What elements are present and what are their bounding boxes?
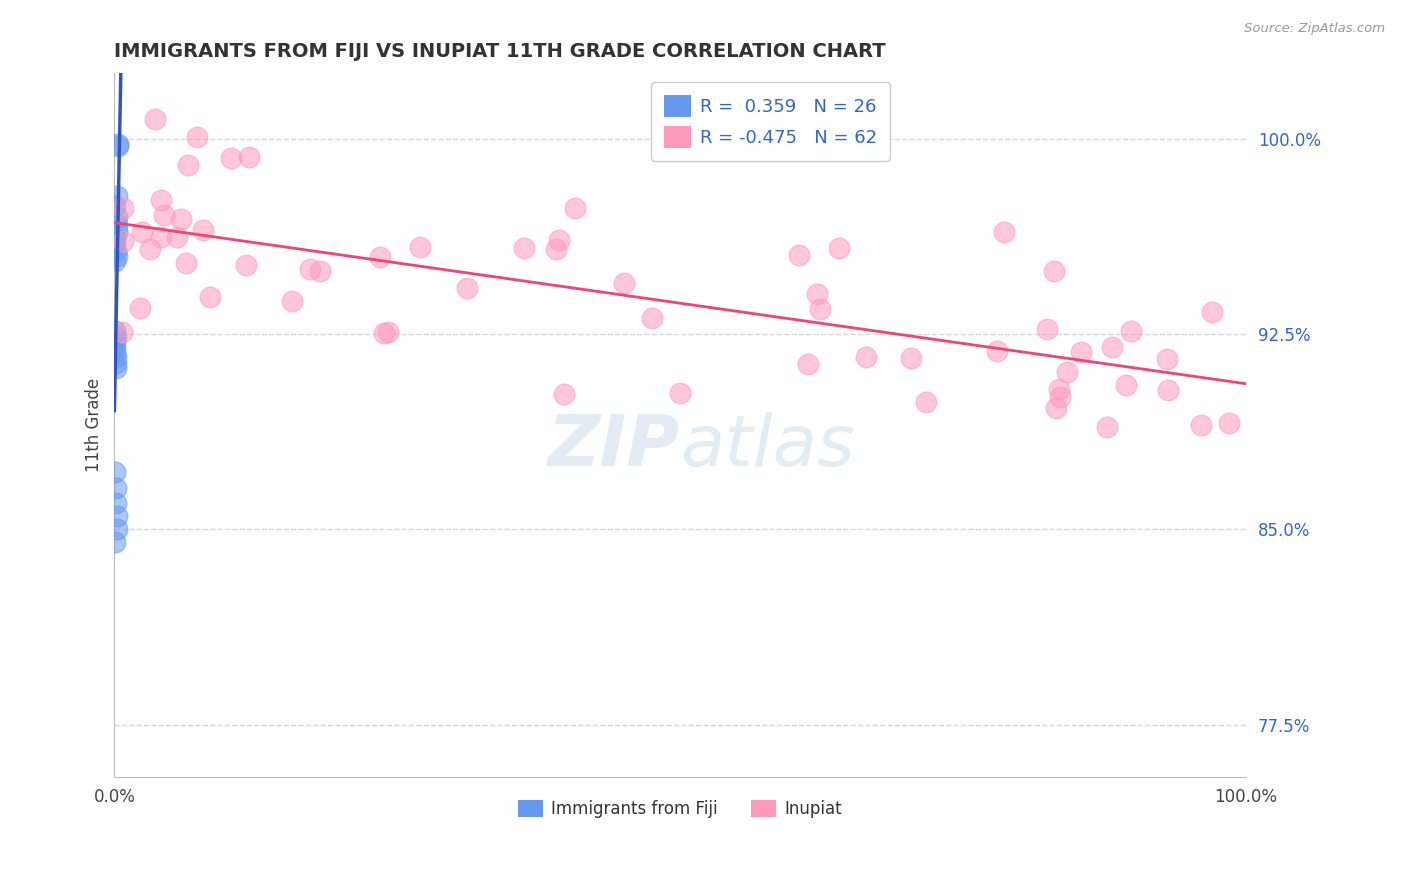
Point <box>105 210 128 224</box>
Point <box>111 326 134 340</box>
Point <box>553 387 575 401</box>
Point <box>235 258 257 272</box>
Point <box>105 189 128 203</box>
Point <box>456 281 478 295</box>
Point <box>855 350 877 364</box>
Point <box>104 254 127 268</box>
Point <box>104 244 127 258</box>
Point <box>149 229 172 244</box>
Point <box>377 326 399 340</box>
Point <box>104 324 127 338</box>
Point <box>104 340 127 354</box>
Point <box>107 139 129 153</box>
Point <box>1047 383 1070 397</box>
Point <box>1042 263 1064 277</box>
Point <box>281 293 304 308</box>
Legend: Immigrants from Fiji, Inupiat: Immigrants from Fiji, Inupiat <box>512 793 849 825</box>
Point <box>112 201 135 215</box>
Point <box>1070 344 1092 359</box>
Point <box>797 357 820 371</box>
Point <box>104 199 127 213</box>
Point <box>544 242 567 256</box>
Point <box>191 223 214 237</box>
Point <box>105 356 128 370</box>
Point <box>104 345 127 359</box>
Point <box>373 326 395 340</box>
Text: ZIP: ZIP <box>548 412 681 481</box>
Point <box>105 218 128 232</box>
Text: IMMIGRANTS FROM FIJI VS INUPIAT 11TH GRADE CORRELATION CHART: IMMIGRANTS FROM FIJI VS INUPIAT 11TH GRA… <box>114 42 886 61</box>
Point <box>564 201 586 215</box>
Point <box>129 301 152 316</box>
Point <box>104 351 127 365</box>
Point <box>107 136 129 151</box>
Point <box>104 334 127 349</box>
Point <box>806 286 828 301</box>
Point <box>1119 324 1142 338</box>
Point <box>986 344 1008 359</box>
Point <box>641 311 664 326</box>
Point <box>808 301 831 316</box>
Point <box>105 509 128 524</box>
Point <box>613 276 636 290</box>
Point <box>149 194 172 208</box>
Point <box>166 230 188 244</box>
Point <box>1201 305 1223 319</box>
Point <box>1157 383 1180 397</box>
Point <box>409 240 432 254</box>
Point <box>174 256 197 270</box>
Point <box>104 329 127 343</box>
Point <box>1218 416 1240 430</box>
Point <box>299 261 322 276</box>
Point <box>1101 340 1123 354</box>
Point <box>1115 377 1137 392</box>
Point <box>105 249 128 263</box>
Point <box>1095 420 1118 434</box>
Point <box>105 225 128 239</box>
Point <box>112 234 135 248</box>
Point <box>828 241 851 255</box>
Point <box>1189 417 1212 432</box>
Point <box>104 230 127 244</box>
Point <box>104 481 127 495</box>
Point <box>787 248 810 262</box>
Point <box>1045 401 1067 415</box>
Point <box>104 535 127 549</box>
Point <box>169 211 191 226</box>
Point <box>104 235 127 250</box>
Point <box>139 242 162 256</box>
Point <box>198 290 221 304</box>
Point <box>104 360 127 375</box>
Point <box>131 225 153 239</box>
Point <box>219 151 242 165</box>
Point <box>186 130 208 145</box>
Y-axis label: 11th Grade: 11th Grade <box>86 378 103 472</box>
Text: atlas: atlas <box>681 412 855 481</box>
Point <box>548 233 571 247</box>
Point <box>145 112 167 126</box>
Point <box>993 225 1015 239</box>
Point <box>1156 351 1178 366</box>
Point <box>1056 365 1078 379</box>
Point <box>105 522 128 536</box>
Point <box>104 496 127 510</box>
Point <box>238 150 260 164</box>
Point <box>669 386 692 401</box>
Point <box>1036 322 1059 336</box>
Point <box>915 395 938 409</box>
Point <box>900 351 922 365</box>
Point <box>153 208 176 222</box>
Point <box>1049 390 1071 404</box>
Point <box>176 158 198 172</box>
Point <box>512 242 534 256</box>
Point <box>309 264 332 278</box>
Point <box>368 250 391 264</box>
Point <box>104 465 127 479</box>
Text: Source: ZipAtlas.com: Source: ZipAtlas.com <box>1244 22 1385 36</box>
